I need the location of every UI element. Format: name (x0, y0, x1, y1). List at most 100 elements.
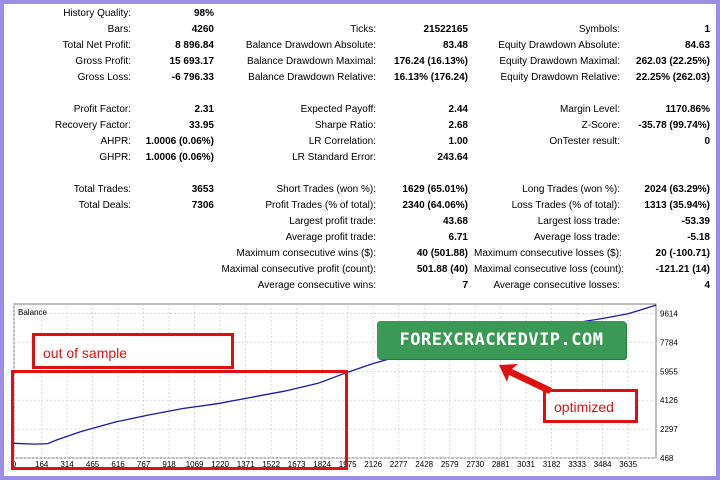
x-tick-label: 1220 (211, 460, 229, 469)
stat-value: 16.13% (176.24) (394, 72, 468, 83)
stat-label: Ticks: (350, 24, 376, 35)
stat-label: LR Standard Error: (292, 152, 376, 163)
y-tick-label: 2297 (660, 425, 678, 434)
stat-value: 243.64 (437, 152, 468, 163)
y-tick-label: 468 (660, 454, 674, 463)
stat-value: 1.0006 (0.06%) (145, 152, 214, 163)
stat-label: Balance Drawdown Relative: (248, 72, 376, 83)
stat-label: Z-Score: (581, 120, 620, 131)
x-tick-label: 0 (12, 460, 17, 469)
stat-value: 43.68 (442, 216, 468, 227)
x-tick-label: 616 (111, 460, 125, 469)
stat-label: Total Trades: (73, 184, 131, 195)
stat-value: 33.95 (188, 120, 214, 131)
stat-label: Balance Drawdown Absolute: (245, 40, 376, 51)
stat-label: AHPR: (100, 136, 131, 147)
strategy-tester-report: History Quality: 98% Bars: 4260 Ticks: 215221… (4, 4, 716, 294)
stat-value: -53.39 (681, 216, 710, 227)
stat-label: Bars: (107, 24, 131, 35)
x-tick-label: 3484 (594, 460, 612, 469)
x-tick-label: 2730 (466, 460, 484, 469)
stat-value: 2024 (63.29%) (644, 184, 710, 195)
arrow-icon (499, 364, 552, 394)
stat-value: 2.31 (194, 104, 214, 115)
stat-label: Symbols: (578, 24, 620, 35)
stat-value: 2.44 (448, 104, 468, 115)
stat-value: 1170.86% (665, 104, 711, 115)
y-tick-label: 7784 (660, 338, 678, 347)
stat-label: Expected Payoff: (300, 104, 376, 115)
stat-label: Margin Level: (559, 104, 620, 115)
stat-label: GHPR: (99, 152, 131, 163)
out-of-sample-region (11, 370, 348, 470)
x-tick-label: 314 (60, 460, 74, 469)
stat-label: Gross Loss: (77, 72, 131, 83)
stat-value: 1313 (35.94%) (644, 200, 710, 211)
stat-value: 176.24 (16.13%) (394, 56, 468, 67)
stat-value: 3653 (191, 184, 214, 195)
y-tick-label: 9614 (660, 310, 678, 319)
x-tick-label: 3333 (568, 460, 586, 469)
x-tick-label: 2126 (364, 460, 382, 469)
stat-label: Long Trades (won %): (522, 184, 620, 195)
stat-value: -35.78 (99.74%) (638, 120, 710, 131)
stat-value: 21522165 (423, 24, 469, 35)
stat-value: 4 (704, 280, 710, 291)
stat-value: -121.21 (14) (655, 264, 710, 275)
stat-value: 1.0006 (0.06%) (145, 136, 214, 147)
optimized-label-box: optimized (543, 389, 638, 423)
x-tick-label: 3182 (543, 460, 561, 469)
stat-value: 7306 (191, 200, 214, 211)
x-tick-label: 164 (35, 460, 49, 469)
stat-label: Average loss trade: (534, 232, 620, 243)
out-of-sample-label: out of sample (43, 345, 128, 361)
stat-value: 0 (704, 136, 710, 147)
stat-value: 98% (193, 8, 214, 19)
stat-value: 6.71 (448, 232, 468, 243)
out-of-sample-label-box: out of sample (32, 333, 234, 369)
stat-label: Balance Drawdown Maximal: (247, 56, 376, 67)
stat-value: 22.25% (262.03) (636, 72, 710, 83)
stat-label: Equity Drawdown Absolute: (498, 40, 620, 51)
x-tick-label: 3031 (517, 460, 535, 469)
stat-label: Average consecutive losses: (493, 280, 620, 291)
stat-label: History Quality: (63, 8, 131, 19)
stat-label: Maximum consecutive losses ($): (474, 248, 622, 259)
watermark-badge: FOREXCRACKEDVIP.COM (377, 321, 626, 359)
x-tick-label: 2428 (415, 460, 433, 469)
stat-label: Maximal consecutive profit (count): (221, 264, 376, 275)
stat-value: 15 693.17 (169, 56, 215, 67)
x-tick-label: 1673 (288, 460, 306, 469)
stat-label: Profit Trades (% of total): (265, 200, 376, 211)
stat-label: Maximum consecutive wins ($): (236, 248, 376, 259)
x-tick-label: 2277 (390, 460, 408, 469)
stat-label: Maximal consecutive loss (count): (474, 264, 625, 275)
stat-label: Average profit trade: (285, 232, 376, 243)
stat-label: Recovery Factor: (54, 120, 131, 131)
stat-label: Loss Trades (% of total): (511, 200, 620, 211)
y-tick-label: 5955 (660, 367, 678, 376)
x-tick-label: 2579 (441, 460, 459, 469)
x-tick-label: 3635 (619, 460, 637, 469)
stat-value: 83.48 (442, 40, 468, 51)
stat-value: -5.18 (687, 232, 710, 243)
stat-value: 1629 (65.01%) (402, 184, 468, 195)
stat-label: Total Deals: (78, 200, 131, 211)
stat-label: Equity Drawdown Relative: (500, 72, 621, 83)
stat-label: Short Trades (won %): (276, 184, 376, 195)
stat-value: 2.68 (448, 120, 468, 131)
stat-value: 1.00 (448, 136, 468, 147)
x-tick-label: 465 (86, 460, 100, 469)
stat-label: Total Net Profit: (62, 40, 131, 51)
x-tick-label: 918 (162, 460, 176, 469)
stat-label: Largest loss trade: (537, 216, 620, 227)
stat-value: 1 (704, 24, 710, 35)
y-tick-label: 4126 (660, 396, 678, 405)
stat-value: 20 (-100.71) (655, 248, 710, 259)
stat-label: Average consecutive wins: (257, 280, 376, 291)
stat-value: 2340 (64.06%) (402, 200, 468, 211)
stat-value: 40 (501.88) (416, 248, 468, 259)
chart-title: Balance (18, 308, 47, 317)
stat-label: LR Correlation: (308, 136, 376, 147)
stat-label: Profit Factor: (73, 104, 131, 115)
